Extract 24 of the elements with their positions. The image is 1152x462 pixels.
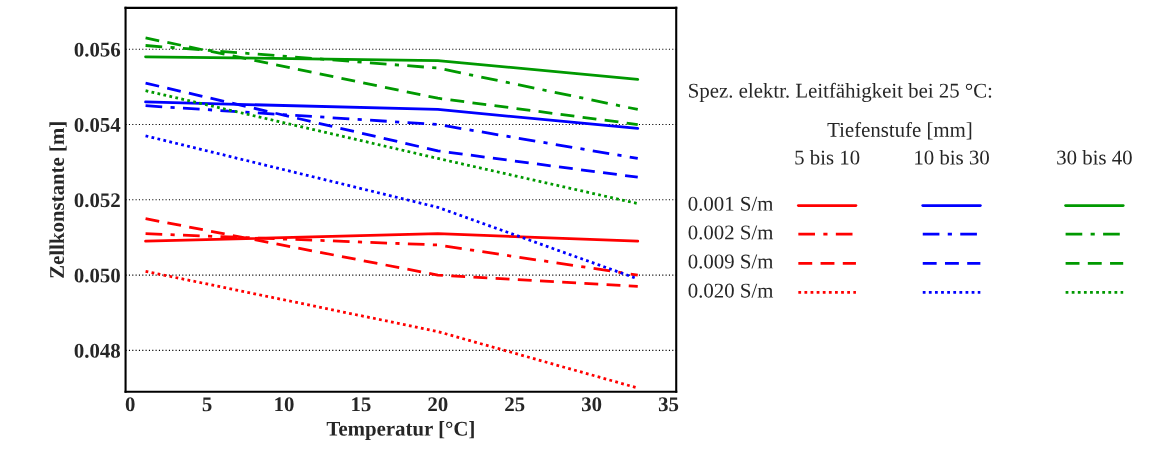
legend-label: 0.002 S/m <box>688 225 774 240</box>
y-tick-label: 0.052 <box>74 193 120 208</box>
legend-label: 0.009 S/m <box>688 254 774 269</box>
legend-label: 0.001 S/m <box>688 196 774 211</box>
x-axis-title: Temperatur [°C] <box>326 421 474 440</box>
legend-label: 0.020 S/m <box>688 283 774 298</box>
text: 10 bis 30 <box>915 149 989 165</box>
y-tick-label: 0.056 <box>74 42 121 57</box>
text: Tiefenstufe [mm] <box>827 122 972 140</box>
text: 5 bis 10 <box>795 149 860 165</box>
y-tick-label: 0.048 <box>74 343 121 358</box>
text: 30 bis 40 <box>1057 149 1132 165</box>
y-tick-label: 0.054 <box>74 117 121 133</box>
legend-title: Spez. elektr. Leitfähigkeit bei 25 °C: <box>689 82 992 102</box>
x-tick-label: 10 <box>275 397 294 412</box>
x-tick-label: 5 <box>202 397 212 412</box>
x-tick-label: 25 <box>505 397 525 412</box>
y-tick-label: 0.050 <box>74 268 120 283</box>
y-axis-title: Zellkonstante [m] <box>49 122 67 278</box>
x-tick-label: 20 <box>428 397 448 412</box>
x-tick-label: 30 <box>581 397 602 412</box>
x-tick-label: 35 <box>658 397 679 412</box>
x-tick-label: 15 <box>352 397 371 412</box>
x-tick-label: 0 <box>125 397 135 412</box>
